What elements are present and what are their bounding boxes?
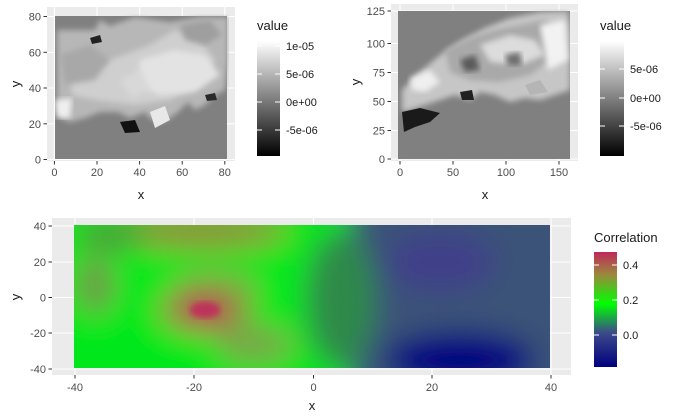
legend-tick-label: 0.0: [623, 330, 638, 342]
legend-tick-label: 0e+00: [286, 97, 317, 109]
y-tick-label: 50: [373, 97, 385, 109]
x-tick-label: 20: [426, 382, 438, 394]
x-tick-label: 60: [176, 167, 188, 179]
x-tick-label: 80: [219, 167, 231, 179]
legend-ticks: [594, 264, 617, 336]
legend-title: Correlation: [594, 230, 658, 245]
y-axis-ticks: [48, 225, 52, 370]
x-tick-label: 0: [51, 167, 57, 179]
y-axis-title: y: [348, 78, 363, 85]
x-axis-title: x: [309, 398, 316, 413]
x-axis-title: x: [482, 187, 489, 202]
y-tick-label: 60: [29, 47, 41, 59]
x-tick-labels: 0 50 100 150: [397, 167, 568, 179]
x-axis-ticks: [74, 375, 552, 379]
x-tick-labels: 0 20 40 60 80: [51, 167, 231, 179]
legend: Correlation 0.4 0.2 0.0: [594, 230, 658, 367]
y-tick-label: 125: [367, 6, 385, 18]
x-tick-label: -20: [186, 382, 202, 394]
y-axis-title: y: [8, 293, 23, 300]
y-tick-label: 0: [379, 154, 385, 166]
legend-ticks: [600, 68, 624, 127]
y-tick-label: 25: [373, 126, 385, 138]
legend-tick-label: 5e-06: [630, 64, 658, 76]
x-axis-ticks: [53, 161, 226, 165]
y-tick-label: 40: [34, 221, 46, 233]
panel-top-left: 0 20 40 60 80 0 20 40 60 80 x y value 1e…: [8, 7, 318, 202]
legend-tick-label: 1e-05: [286, 41, 314, 53]
legend-title: value: [257, 18, 288, 33]
x-tick-label: 0: [397, 167, 403, 179]
x-tick-label: 40: [133, 167, 145, 179]
y-tick-label: 40: [29, 83, 41, 95]
x-tick-label: 20: [91, 167, 103, 179]
legend-colorbar: [594, 252, 617, 367]
x-tick-label: 100: [497, 167, 515, 179]
x-tick-label: 40: [545, 382, 557, 394]
legend-tick-label: 0e+00: [630, 93, 661, 105]
x-tick-label: -40: [67, 382, 83, 394]
x-tick-labels: -40 -20 0 20 40: [67, 382, 557, 394]
y-tick-label: 20: [34, 257, 46, 269]
y-tick-label: -40: [30, 364, 46, 376]
y-tick-label: 75: [373, 68, 385, 80]
panel-top-right: 0 50 100 150 0 25 50 75 100 125 x y valu…: [348, 4, 662, 202]
x-axis-ticks: [399, 161, 560, 165]
legend: value 5e-06 0e+00 -5e-06: [600, 18, 662, 156]
heatmap-tiles: [55, 16, 228, 159]
y-tick-labels: -40 -20 0 20 40: [30, 221, 46, 376]
y-tick-label: 0: [35, 155, 41, 167]
y-axis-title: y: [8, 80, 23, 87]
y-tick-label: 0: [40, 293, 46, 305]
y-tick-label: 80: [29, 12, 41, 24]
y-axis-ticks: [387, 10, 391, 160]
x-axis-title: x: [138, 187, 145, 202]
y-tick-label: 20: [29, 119, 41, 131]
heatmap-tiles: [74, 225, 550, 368]
legend-tick-label: 0.4: [623, 260, 638, 272]
y-axis-ticks: [43, 16, 47, 160]
panel-bottom: -40 -20 0 20 40 -40 -20 0 20 40 x y Corr…: [8, 218, 658, 413]
x-tick-label: 50: [447, 167, 459, 179]
y-tick-labels: 0 25 50 75 100 125: [367, 6, 385, 166]
heatmap-tiles: [398, 11, 570, 159]
y-tick-labels: 0 20 40 60 80: [29, 12, 41, 167]
legend-tick-label: -5e-06: [630, 121, 662, 133]
x-tick-label: 150: [550, 167, 568, 179]
legend-tick-label: 0.2: [623, 295, 638, 307]
x-tick-label: 0: [310, 382, 316, 394]
legend-tick-label: -5e-06: [286, 125, 318, 137]
y-tick-label: 100: [367, 39, 385, 51]
legend-tick-label: 5e-06: [286, 69, 314, 81]
legend-ticks: [257, 45, 280, 131]
legend-title: value: [600, 18, 631, 33]
legend-colorbar: [257, 41, 280, 156]
y-tick-label: -20: [30, 328, 46, 340]
legend: value 1e-05 5e-06 0e+00 -5e-06: [257, 18, 318, 156]
